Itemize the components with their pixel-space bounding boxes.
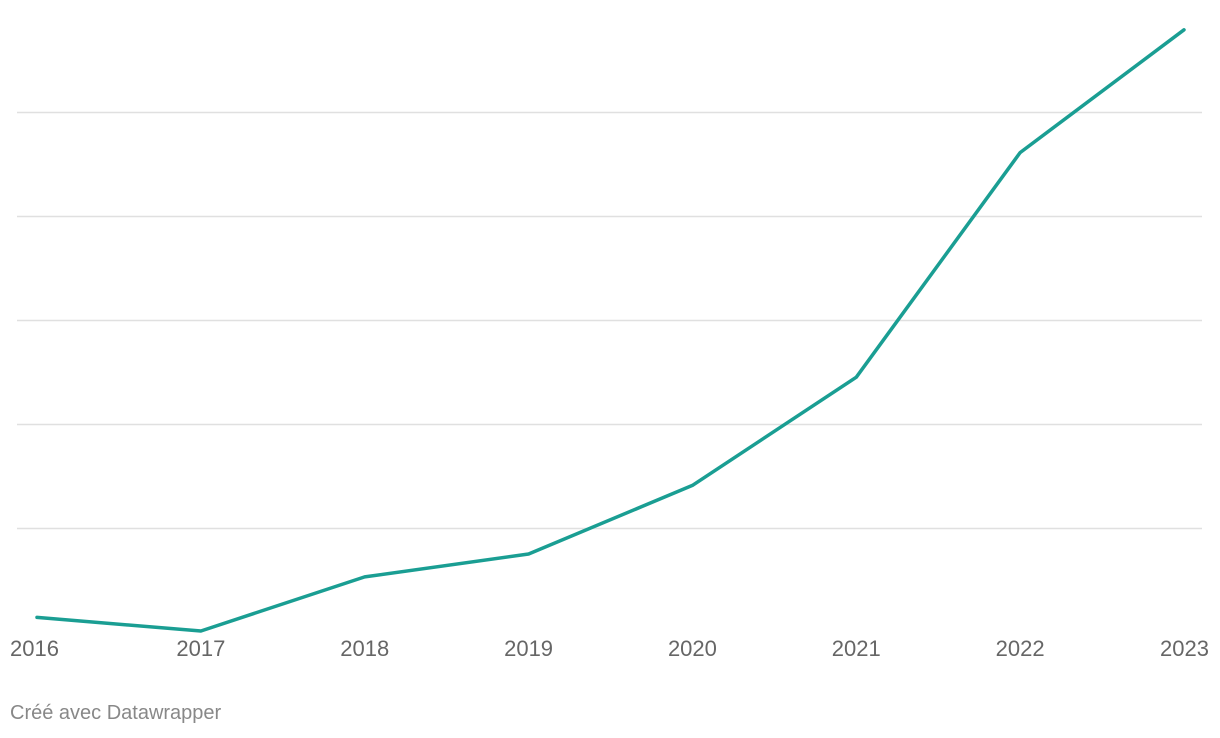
x-tick-label: 2021 bbox=[832, 636, 881, 661]
x-tick-label: 2016 bbox=[10, 636, 59, 661]
series-line bbox=[35, 28, 1186, 633]
x-tick-label: 2019 bbox=[504, 636, 553, 661]
x-axis-ticks: 2016 2017 2018 2019 2020 2021 2022 2023 bbox=[10, 636, 1209, 661]
x-tick-label: 2020 bbox=[668, 636, 717, 661]
x-tick-label: 2023 bbox=[1160, 636, 1209, 661]
gridlines bbox=[17, 111, 1202, 530]
x-tick-label: 2022 bbox=[996, 636, 1045, 661]
series-group bbox=[35, 28, 1186, 633]
x-tick-label: 2017 bbox=[176, 636, 225, 661]
x-tick-label: 2018 bbox=[340, 636, 389, 661]
datawrapper-credit: Créé avec Datawrapper bbox=[10, 702, 222, 724]
